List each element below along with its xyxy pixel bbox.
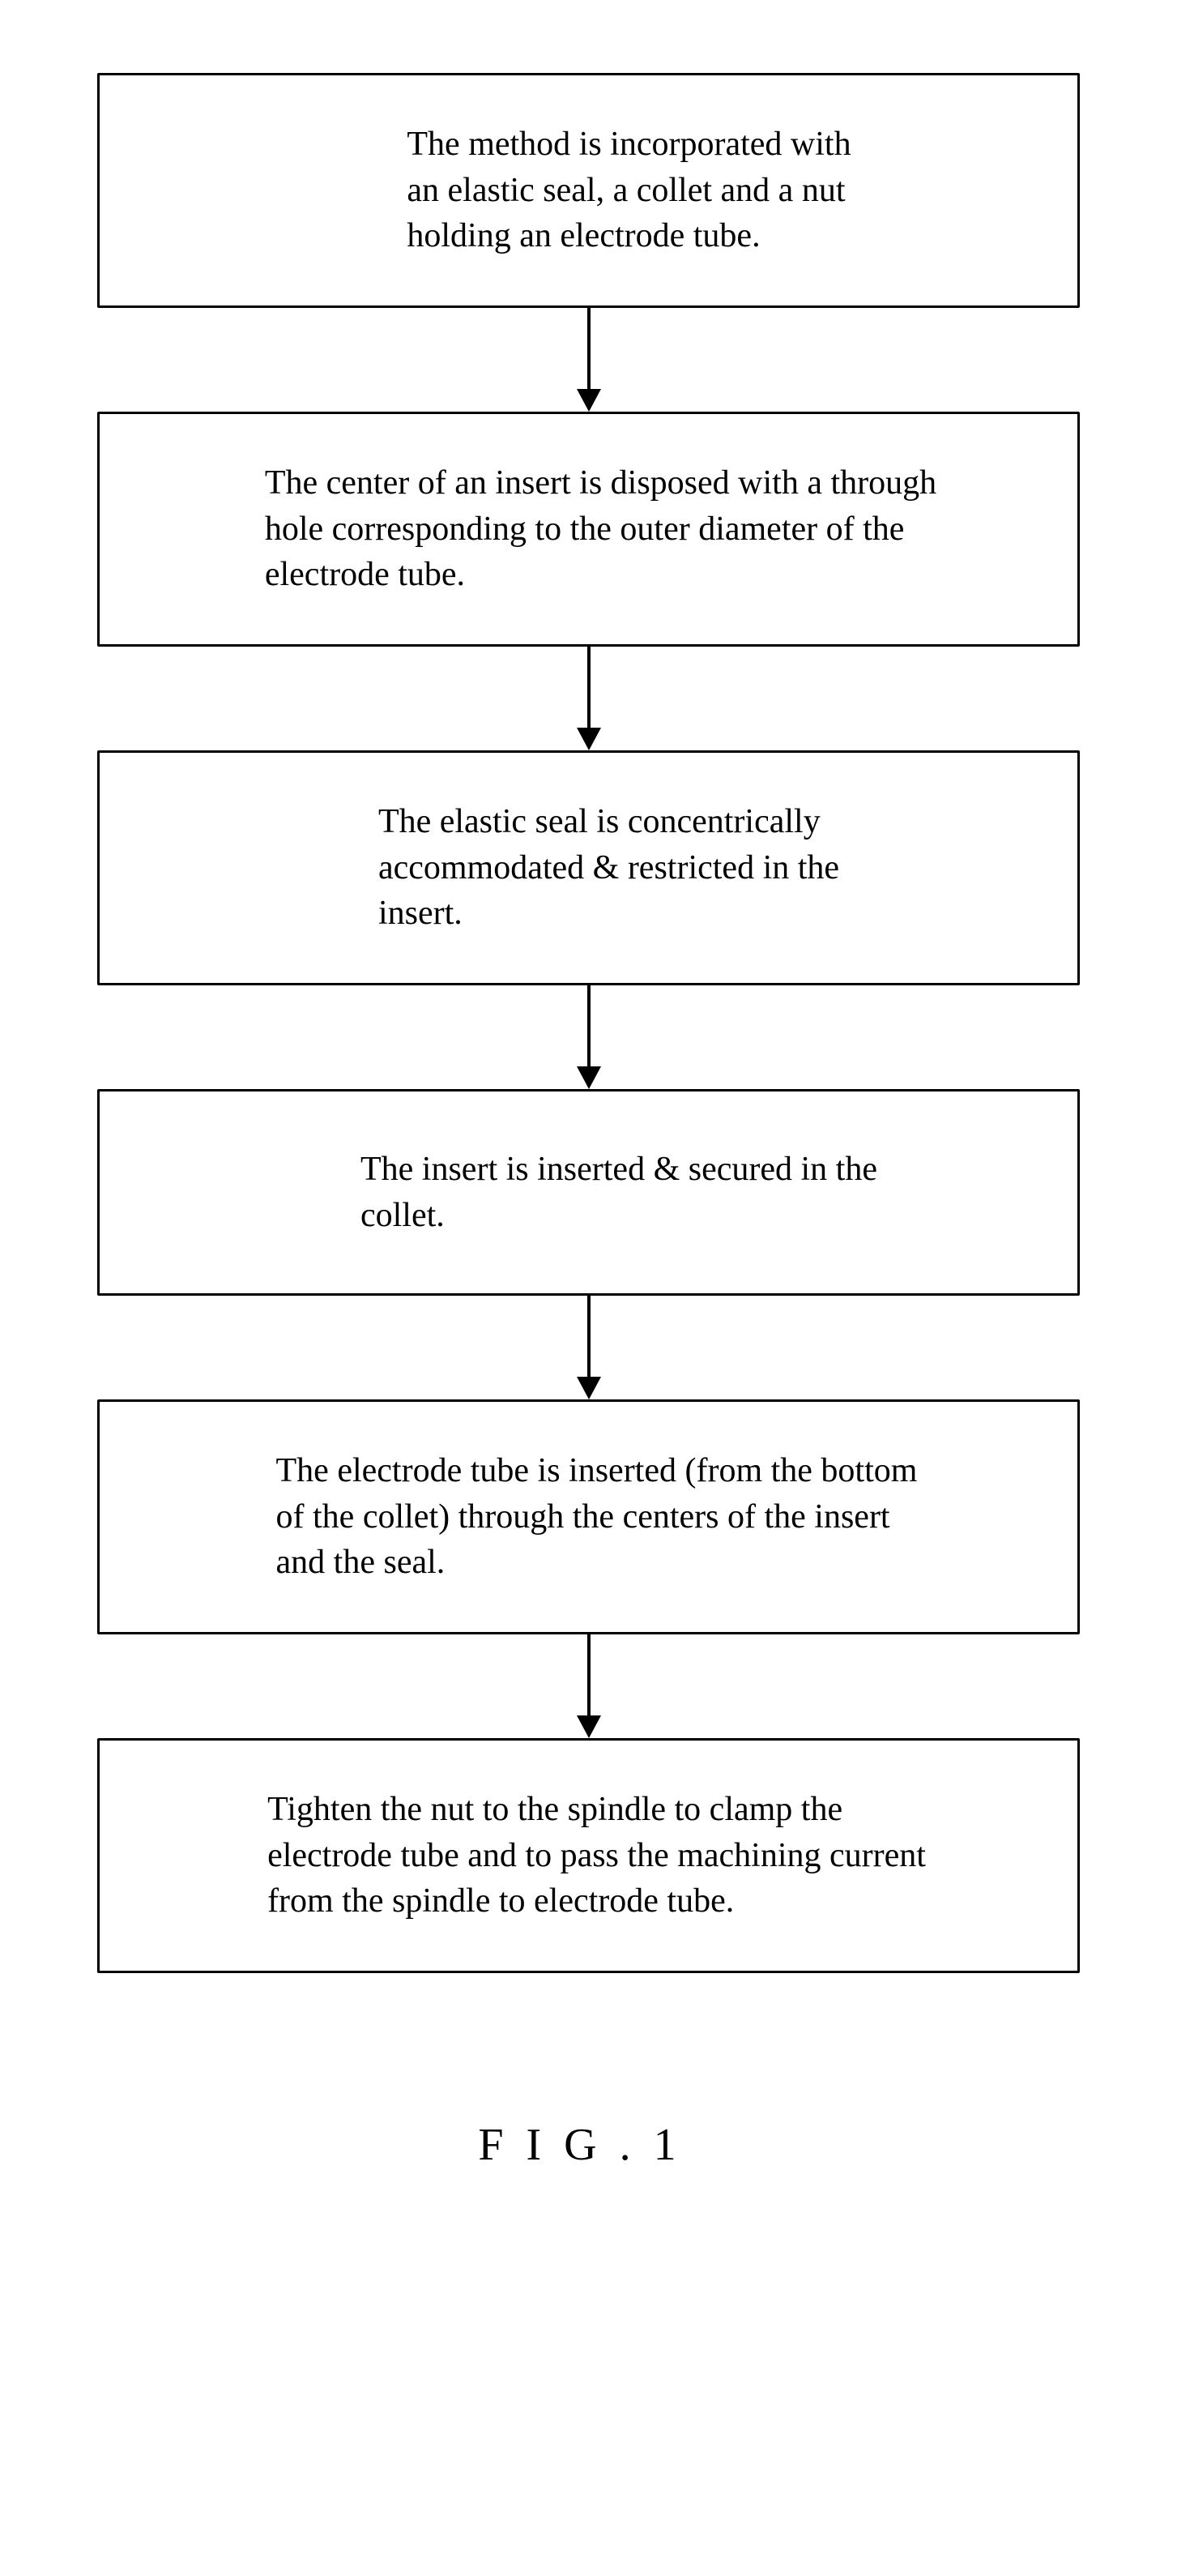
arrow-down-icon: [577, 308, 601, 412]
arrow-down-icon: [577, 985, 601, 1089]
flow-step-5: The electrode tube is inserted (from the…: [97, 1399, 1080, 1634]
flow-step-6: Tighten the nut to the spindle to clamp …: [97, 1738, 1080, 1973]
arrow-down-icon: [577, 647, 601, 750]
flow-step-text: The electrode tube is inserted (from the…: [276, 1448, 918, 1586]
flow-step-text: The method is incorporated with an elast…: [407, 122, 851, 259]
flow-step-text: The elastic seal is concentrically accom…: [378, 799, 839, 937]
flow-step-text: The insert is inserted & secured in the …: [360, 1147, 877, 1238]
flow-step-text: Tighten the nut to the spindle to clamp …: [267, 1787, 926, 1925]
flowchart: The method is incorporated with an elast…: [97, 73, 1080, 1973]
figure-caption: FIG.1: [97, 2119, 1080, 2171]
flow-step-1: The method is incorporated with an elast…: [97, 73, 1080, 308]
flow-step-2: The center of an insert is disposed with…: [97, 412, 1080, 647]
arrow-down-icon: [577, 1634, 601, 1738]
arrow-down-icon: [577, 1296, 601, 1399]
flow-step-text: The center of an insert is disposed with…: [265, 460, 936, 598]
page: The method is incorporated with an elast…: [0, 0, 1177, 2219]
flow-step-3: The elastic seal is concentrically accom…: [97, 750, 1080, 985]
flow-step-4: The insert is inserted & secured in the …: [97, 1089, 1080, 1296]
